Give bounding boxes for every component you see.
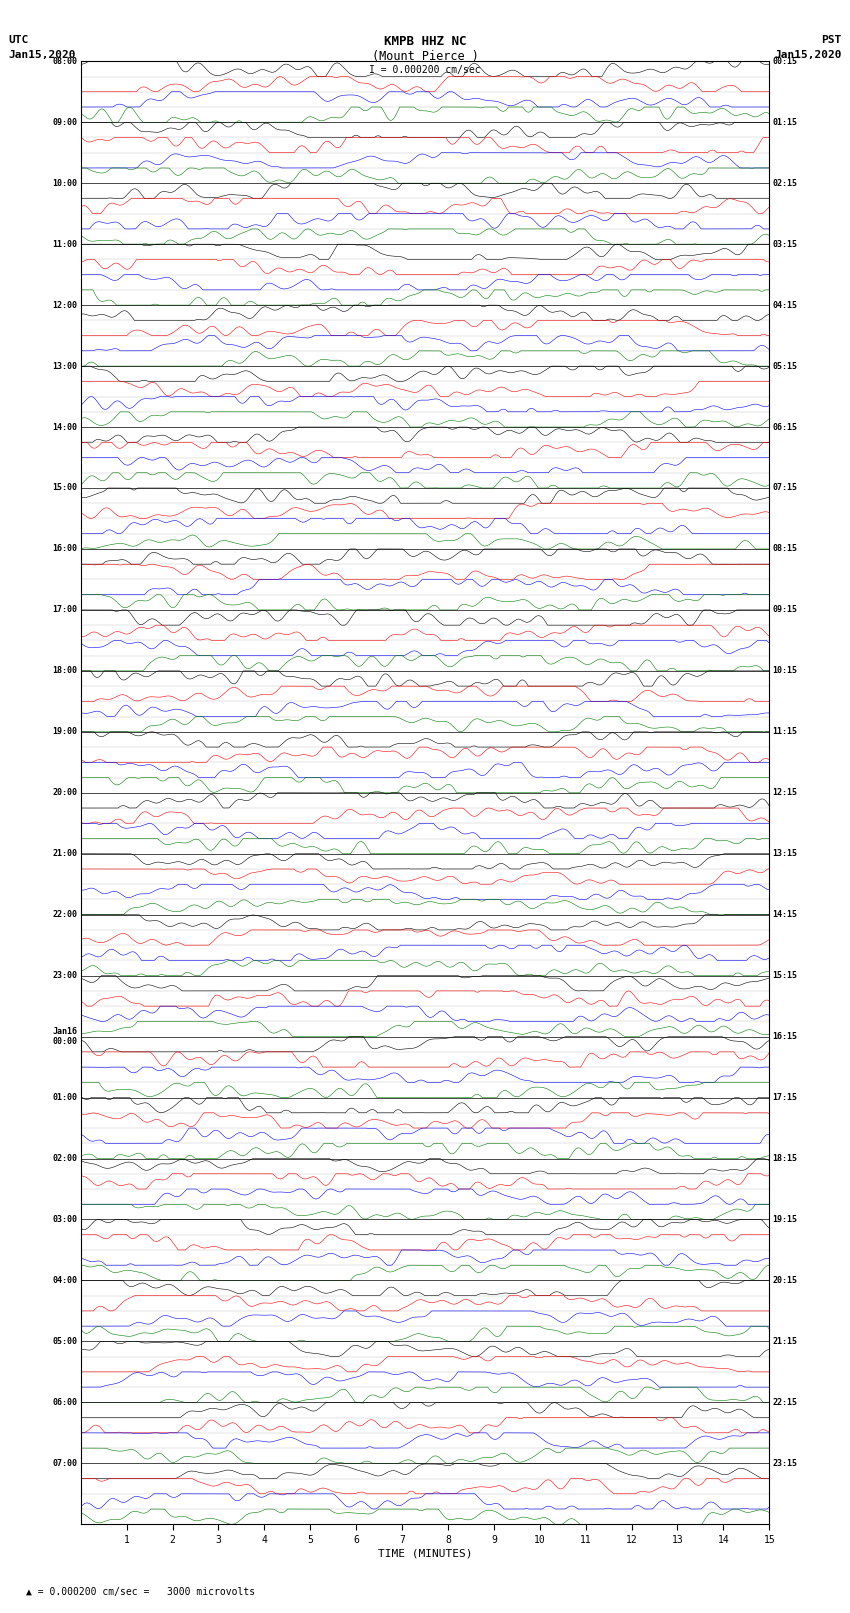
Text: 00:15: 00:15 [773,56,797,66]
Text: 04:15: 04:15 [773,300,797,310]
Text: 13:00: 13:00 [53,361,77,371]
Text: 08:00: 08:00 [53,56,77,66]
Text: 06:15: 06:15 [773,423,797,432]
Text: 18:15: 18:15 [773,1153,797,1163]
Text: 21:15: 21:15 [773,1337,797,1345]
Text: 02:00: 02:00 [53,1153,77,1163]
Text: 05:15: 05:15 [773,361,797,371]
Text: 23:00: 23:00 [53,971,77,981]
Text: Jan15,2020: Jan15,2020 [774,50,842,60]
Text: 08:15: 08:15 [773,545,797,553]
Text: 05:00: 05:00 [53,1337,77,1345]
Text: KMPB HHZ NC: KMPB HHZ NC [383,35,467,48]
Text: 14:15: 14:15 [773,910,797,919]
Text: 22:00: 22:00 [53,910,77,919]
X-axis label: TIME (MINUTES): TIME (MINUTES) [377,1548,473,1558]
Text: 11:15: 11:15 [773,727,797,736]
Text: 01:00: 01:00 [53,1094,77,1102]
Text: 20:15: 20:15 [773,1276,797,1286]
Text: 04:00: 04:00 [53,1276,77,1286]
Text: UTC: UTC [8,35,29,45]
Text: 21:00: 21:00 [53,850,77,858]
Text: 07:15: 07:15 [773,484,797,492]
Text: 07:00: 07:00 [53,1458,77,1468]
Text: 13:15: 13:15 [773,850,797,858]
Text: 18:00: 18:00 [53,666,77,676]
Text: 15:00: 15:00 [53,484,77,492]
Text: 01:15: 01:15 [773,118,797,127]
Text: 22:15: 22:15 [773,1398,797,1407]
Text: 09:00: 09:00 [53,118,77,127]
Text: 16:00: 16:00 [53,545,77,553]
Text: 03:15: 03:15 [773,240,797,248]
Text: I = 0.000200 cm/sec: I = 0.000200 cm/sec [369,65,481,74]
Text: 14:00: 14:00 [53,423,77,432]
Text: 15:15: 15:15 [773,971,797,981]
Text: 19:00: 19:00 [53,727,77,736]
Text: (Mount Pierce ): (Mount Pierce ) [371,50,479,63]
Text: ▲ = 0.000200 cm/sec =   3000 microvolts: ▲ = 0.000200 cm/sec = 3000 microvolts [26,1587,255,1597]
Text: 17:00: 17:00 [53,605,77,615]
Text: 11:00: 11:00 [53,240,77,248]
Text: Jan16
00:00: Jan16 00:00 [53,1027,77,1047]
Text: 20:00: 20:00 [53,789,77,797]
Text: Jan15,2020: Jan15,2020 [8,50,76,60]
Text: 16:15: 16:15 [773,1032,797,1040]
Text: 10:15: 10:15 [773,666,797,676]
Text: 17:15: 17:15 [773,1094,797,1102]
Text: 09:15: 09:15 [773,605,797,615]
Text: 10:00: 10:00 [53,179,77,187]
Text: 02:15: 02:15 [773,179,797,187]
Text: 06:00: 06:00 [53,1398,77,1407]
Text: 03:00: 03:00 [53,1215,77,1224]
Text: 12:15: 12:15 [773,789,797,797]
Text: PST: PST [821,35,842,45]
Text: 19:15: 19:15 [773,1215,797,1224]
Text: 23:15: 23:15 [773,1458,797,1468]
Text: 12:00: 12:00 [53,300,77,310]
